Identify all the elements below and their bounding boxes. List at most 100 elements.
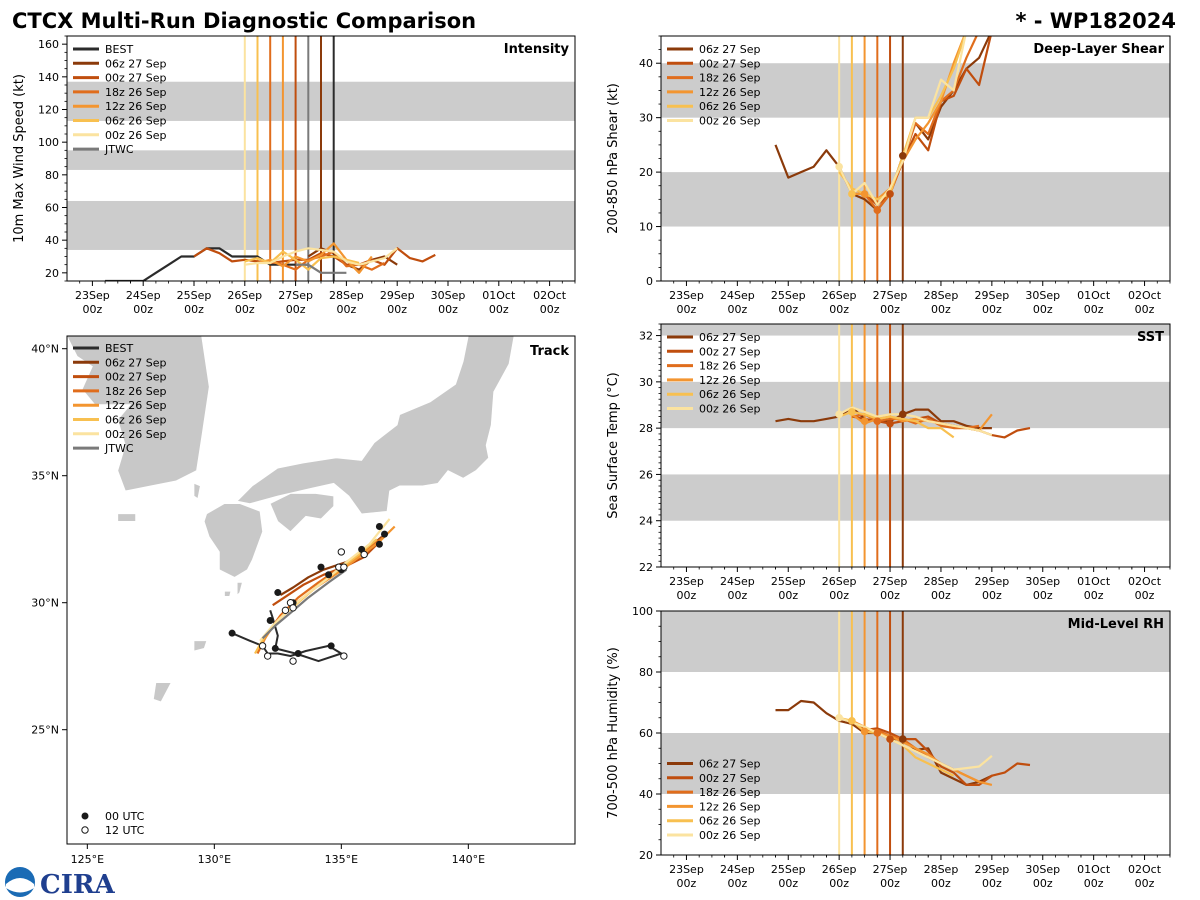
x-tick-date: 25Sep: [177, 289, 212, 302]
init-marker: [898, 410, 907, 419]
x-tick-hour: 00z: [1033, 589, 1053, 602]
x-tick-hour: 00z: [1135, 589, 1155, 602]
x-tick-hour: 00z: [880, 877, 900, 890]
x-tick-hour: 00z: [540, 303, 560, 316]
track-line: [261, 568, 348, 640]
panel-title: SST: [1137, 330, 1164, 345]
x-tick-hour: 00z: [880, 303, 900, 316]
init-marker: [848, 717, 856, 725]
x-tick-date: 24Sep: [720, 863, 755, 876]
x-tick-date: 23Sep: [75, 289, 110, 302]
x-tick-date: 28Sep: [924, 863, 959, 876]
map-area: [67, 336, 515, 703]
track-point-00utc: [228, 629, 236, 637]
y-axis-label: 10m Max Wind Speed (kt): [12, 74, 27, 243]
plot-area: [661, 324, 1170, 567]
tanegashima-island: [236, 582, 243, 596]
yakushima-island: [224, 590, 232, 597]
y-tick-label: 40: [639, 788, 653, 801]
legend-label: 06z 27 Sep: [105, 57, 167, 70]
x-tick-date: 29Sep: [974, 863, 1009, 876]
init-marker: [860, 417, 869, 426]
track-point-00utc: [325, 571, 333, 579]
plot-area: [661, 611, 1170, 855]
init-marker: [898, 735, 907, 743]
y-tick-label: 10: [639, 221, 653, 234]
track-line: [259, 525, 396, 647]
sst-panel: 22242628303223Sep00z24Sep00z25Sep00z26Se…: [606, 323, 1171, 602]
y-tick-label: 160: [38, 38, 59, 51]
legend-label: 12z 26 Sep: [699, 800, 761, 813]
x-tick-hour: 00z: [235, 303, 255, 316]
x-tick-hour: 00z: [829, 877, 849, 890]
y-tick-label: 22: [639, 561, 653, 574]
x-tick-date: 27Sep: [873, 289, 908, 302]
cira-logo: CIRA: [5, 867, 115, 900]
intensity-panel: 2040608010012014016023Sep00z24Sep00z25Se…: [12, 35, 576, 316]
legend-label: 06z 26 Sep: [105, 414, 167, 427]
x-tick-date: 27Sep: [278, 289, 313, 302]
x-tick-hour: 00z: [286, 303, 306, 316]
okinawa-island: [153, 682, 172, 703]
init-marker: [848, 190, 856, 198]
x-tick-hour: 00z: [931, 303, 951, 316]
init-marker: [835, 410, 843, 419]
series-line: [257, 242, 373, 274]
lon-tick-label: 130°E: [198, 853, 231, 866]
init-marker: [873, 729, 882, 737]
lon-tick-label: 125°E: [71, 853, 104, 866]
series-line: [851, 719, 1031, 787]
y-tick-label: 60: [639, 727, 653, 740]
track-point-12utc: [340, 563, 348, 571]
legend-label: 12z 26 Sep: [105, 399, 167, 412]
init-marker: [835, 162, 843, 171]
x-tick-hour: 00z: [880, 589, 900, 602]
y-tick-label: 60: [45, 202, 59, 215]
x-tick-date: 27Sep: [873, 863, 908, 876]
x-tick-date: 28Sep: [329, 289, 364, 302]
x-tick-hour: 00z: [931, 589, 951, 602]
x-tick-hour: 00z: [727, 303, 747, 316]
plot-area: [67, 36, 575, 281]
x-tick-date: 26Sep: [822, 863, 857, 876]
y-tick-label: 24: [639, 515, 653, 528]
track-point-00utc: [294, 650, 302, 657]
x-tick-hour: 00z: [1084, 303, 1104, 316]
x-tick-date: 30Sep: [1025, 575, 1060, 588]
y-axis-label: Sea Surface Temp (°C): [606, 372, 621, 519]
track-point-00utc: [274, 589, 282, 597]
legend-label: 06z 27 Sep: [105, 356, 167, 369]
legend-label: 00z 26 Sep: [699, 403, 761, 416]
x-tick-date: 26Sep: [822, 575, 857, 588]
track-line: [231, 609, 343, 663]
x-tick-date: 30Sep: [1025, 289, 1060, 302]
series-line: [838, 716, 993, 771]
init-marker: [886, 419, 894, 428]
x-tick-hour: 00z: [931, 877, 951, 890]
track-point-00utc: [271, 644, 279, 652]
y-tick-label: 30: [639, 376, 653, 389]
x-tick-date: 25Sep: [771, 289, 806, 302]
x-tick-date: 29Sep: [974, 575, 1009, 588]
x-tick-date: 02Oct: [1128, 575, 1162, 588]
x-tick-date: 24Sep: [720, 575, 755, 588]
x-tick-hour: 00z: [829, 589, 849, 602]
track-point-12utc: [258, 642, 267, 650]
x-tick-date: 28Sep: [924, 575, 959, 588]
jeju-island: [117, 513, 136, 522]
legend-label: 06z 26 Sep: [699, 388, 761, 401]
x-tick-hour: 00z: [778, 877, 798, 890]
x-tick-hour: 00z: [677, 303, 697, 316]
legend-label: 18z 26 Sep: [699, 72, 761, 85]
x-tick-hour: 00z: [1135, 303, 1155, 316]
series-line: [775, 406, 992, 430]
legend-label: 00z 26 Sep: [699, 829, 761, 842]
x-tick-date: 25Sep: [771, 575, 806, 588]
legend-marker-12utc: [81, 826, 89, 834]
init-marker: [860, 190, 869, 198]
y-tick-label: 140: [38, 71, 59, 84]
lat-tick-label: 25°N: [31, 724, 59, 737]
x-tick-date: 26Sep: [227, 289, 262, 302]
y-tick-label: 30: [639, 112, 653, 125]
x-tick-hour: 00z: [1033, 303, 1053, 316]
